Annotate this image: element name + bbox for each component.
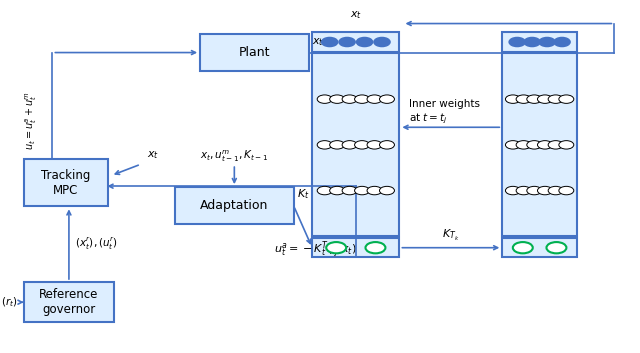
Circle shape [506, 95, 520, 103]
Text: $x_t$: $x_t$ [147, 149, 159, 161]
FancyBboxPatch shape [175, 187, 294, 224]
Circle shape [356, 37, 372, 47]
Circle shape [524, 37, 540, 47]
Circle shape [355, 186, 369, 195]
Circle shape [367, 140, 382, 149]
Circle shape [380, 95, 394, 103]
FancyBboxPatch shape [502, 53, 577, 236]
Circle shape [339, 37, 355, 47]
Circle shape [516, 186, 531, 195]
Circle shape [342, 95, 357, 103]
Circle shape [317, 140, 332, 149]
Text: $x_{t+1}$: $x_{t+1}$ [312, 37, 338, 48]
Text: Reference
governor: Reference governor [39, 288, 99, 316]
Circle shape [380, 140, 394, 149]
FancyBboxPatch shape [502, 238, 577, 257]
Circle shape [380, 186, 394, 195]
FancyBboxPatch shape [24, 282, 114, 322]
Circle shape [559, 140, 574, 149]
Text: Plant: Plant [239, 46, 270, 59]
Circle shape [330, 140, 344, 149]
Text: $x_t$: $x_t$ [349, 9, 362, 21]
FancyBboxPatch shape [502, 32, 577, 52]
Circle shape [509, 37, 525, 47]
Circle shape [367, 186, 382, 195]
Circle shape [527, 95, 541, 103]
Circle shape [548, 95, 563, 103]
Circle shape [330, 186, 344, 195]
Circle shape [554, 37, 570, 47]
Text: $u_t^a = -K_t^T\phi_j(x_t)$: $u_t^a = -K_t^T\phi_j(x_t)$ [274, 239, 356, 260]
Circle shape [355, 95, 369, 103]
Circle shape [516, 140, 531, 149]
Circle shape [547, 242, 566, 253]
Circle shape [548, 140, 563, 149]
FancyBboxPatch shape [312, 32, 399, 52]
Circle shape [374, 37, 390, 47]
Text: $K_t$: $K_t$ [296, 187, 309, 201]
Circle shape [365, 242, 385, 253]
Circle shape [559, 95, 574, 103]
Circle shape [367, 95, 382, 103]
FancyBboxPatch shape [312, 53, 399, 236]
Circle shape [330, 95, 344, 103]
Circle shape [317, 95, 332, 103]
FancyBboxPatch shape [200, 34, 309, 71]
Circle shape [538, 140, 552, 149]
Circle shape [513, 242, 532, 253]
FancyBboxPatch shape [24, 159, 108, 207]
Circle shape [355, 140, 369, 149]
Circle shape [538, 186, 552, 195]
Circle shape [548, 186, 563, 195]
Text: Inner weights
at $t = t_j$: Inner weights at $t = t_j$ [409, 99, 480, 126]
Circle shape [506, 140, 520, 149]
Circle shape [326, 242, 346, 253]
Circle shape [342, 186, 357, 195]
Circle shape [539, 37, 555, 47]
Circle shape [321, 37, 338, 47]
Circle shape [516, 95, 531, 103]
Circle shape [538, 95, 552, 103]
Text: $(r_t)$: $(r_t)$ [1, 295, 17, 309]
Circle shape [506, 186, 520, 195]
Text: Adaptation: Adaptation [200, 199, 269, 212]
Text: $(x_t^r),(u_t^r)$: $(x_t^r),(u_t^r)$ [75, 236, 118, 252]
Circle shape [527, 186, 541, 195]
Text: $x_t, u_{t-1}^m, K_{t-1}$: $x_t, u_{t-1}^m, K_{t-1}$ [200, 149, 268, 164]
Text: $K_{T_k}$: $K_{T_k}$ [442, 228, 460, 244]
Text: $u_t = u_t^a + u_t^m$: $u_t = u_t^a + u_t^m$ [24, 91, 39, 150]
Circle shape [527, 140, 541, 149]
Circle shape [317, 186, 332, 195]
Circle shape [342, 140, 357, 149]
Text: Tracking
MPC: Tracking MPC [41, 169, 90, 197]
Circle shape [559, 186, 574, 195]
FancyBboxPatch shape [312, 238, 399, 257]
